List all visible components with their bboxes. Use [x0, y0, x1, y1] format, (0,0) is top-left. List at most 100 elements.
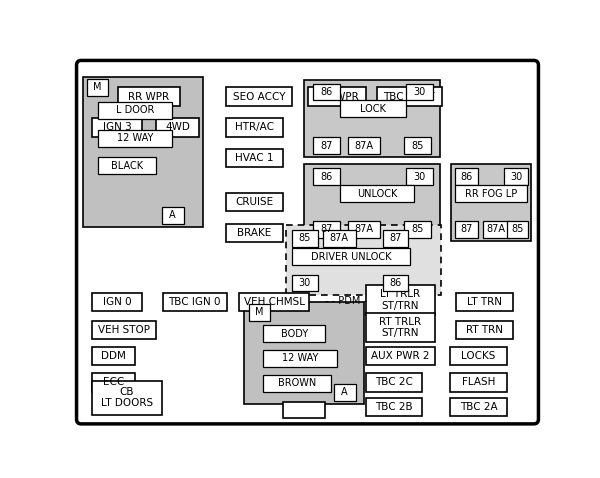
Bar [98, 130, 172, 147]
Text: A: A [169, 210, 176, 220]
Bar [365, 285, 436, 315]
Text: LT TRN: LT TRN [467, 297, 502, 307]
Bar [92, 347, 134, 365]
Text: 86: 86 [460, 172, 473, 182]
Bar [248, 304, 271, 321]
Text: 30: 30 [413, 172, 425, 182]
Bar [455, 168, 478, 185]
Bar [450, 373, 506, 391]
Text: 87: 87 [460, 224, 473, 234]
Bar [226, 149, 283, 167]
Bar [286, 225, 441, 294]
Bar [383, 230, 408, 247]
Bar [263, 326, 325, 342]
Bar [313, 221, 340, 238]
Bar [83, 76, 203, 227]
Text: 30: 30 [413, 87, 425, 97]
Bar [506, 221, 527, 238]
Bar [244, 302, 364, 404]
Text: TBC 2B: TBC 2B [375, 402, 413, 412]
Text: CRUISE: CRUISE [235, 197, 274, 207]
Text: 87A: 87A [355, 224, 374, 234]
Text: 87: 87 [320, 141, 332, 151]
Text: DDM: DDM [101, 351, 126, 361]
Bar [455, 185, 527, 202]
Bar [292, 230, 317, 247]
Text: RR WPR: RR WPR [128, 92, 169, 102]
Text: UNLOCK: UNLOCK [356, 189, 397, 199]
Bar [482, 221, 510, 238]
Text: TBC 2A: TBC 2A [460, 402, 497, 412]
Bar [313, 138, 340, 154]
Text: 85: 85 [411, 141, 424, 151]
Text: HTR/AC: HTR/AC [235, 122, 274, 132]
Bar [365, 347, 436, 365]
Bar [226, 118, 283, 137]
Text: RT TRN: RT TRN [466, 325, 503, 335]
Text: BLACK: BLACK [111, 161, 143, 171]
Text: 85: 85 [511, 224, 523, 234]
Bar [283, 402, 325, 418]
Bar [263, 375, 331, 391]
Text: IGN 0: IGN 0 [103, 297, 131, 307]
Bar [92, 381, 162, 414]
Bar [365, 373, 422, 391]
Bar [383, 274, 408, 292]
Bar [313, 84, 340, 100]
Bar [263, 350, 337, 367]
Bar [340, 100, 406, 118]
Bar [365, 398, 422, 416]
Bar [457, 293, 513, 312]
Bar [226, 224, 283, 242]
Text: LOCK: LOCK [360, 104, 386, 114]
Text: TBC 2C: TBC 2C [375, 377, 413, 387]
Bar [92, 118, 142, 137]
Bar [450, 347, 506, 365]
Text: 12 WAY: 12 WAY [282, 353, 319, 363]
Bar [451, 163, 531, 240]
Bar [406, 84, 433, 100]
Bar [92, 373, 134, 391]
Bar [455, 221, 478, 238]
Text: TBC IGN 0: TBC IGN 0 [169, 297, 221, 307]
Bar [348, 221, 380, 238]
Text: 87: 87 [389, 233, 401, 243]
FancyBboxPatch shape [77, 60, 538, 424]
Text: LOCKS: LOCKS [461, 351, 496, 361]
Text: FLASH: FLASH [462, 377, 495, 387]
Bar [157, 118, 199, 137]
Text: SEO ACCY: SEO ACCY [233, 92, 286, 102]
Bar [292, 274, 317, 292]
Text: 30: 30 [510, 172, 522, 182]
Bar [98, 157, 157, 174]
Bar [450, 398, 506, 416]
Text: HVAC 1: HVAC 1 [235, 153, 274, 163]
Text: WS WPR: WS WPR [314, 92, 358, 102]
Bar [404, 221, 431, 238]
Text: CB
LT DOORS: CB LT DOORS [101, 387, 153, 409]
Text: RR FOG LP: RR FOG LP [464, 189, 517, 199]
Bar [292, 248, 410, 265]
Bar [348, 138, 380, 154]
Bar [226, 193, 283, 211]
Text: BODY: BODY [281, 329, 308, 339]
Text: 12 WAY: 12 WAY [117, 133, 153, 143]
Bar [162, 207, 184, 224]
Text: 85: 85 [411, 224, 424, 234]
Bar [118, 87, 179, 106]
Bar [365, 313, 436, 342]
Text: M: M [93, 82, 102, 92]
Text: L DOOR: L DOOR [116, 106, 154, 116]
Bar [406, 168, 433, 185]
Text: 87: 87 [320, 224, 332, 234]
Text: 86: 86 [320, 172, 332, 182]
Text: 85: 85 [299, 233, 311, 243]
Bar [377, 87, 442, 106]
Text: 87A: 87A [487, 224, 506, 234]
Bar [239, 293, 309, 312]
Bar [92, 321, 157, 339]
Bar [226, 87, 292, 106]
Text: 30: 30 [299, 278, 311, 288]
Bar [308, 87, 365, 106]
Text: AUX PWR 2: AUX PWR 2 [371, 351, 430, 361]
